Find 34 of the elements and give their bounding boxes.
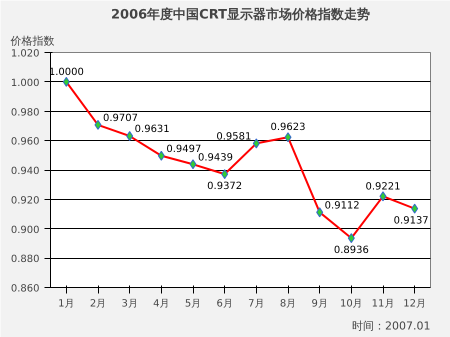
data-label: 0.8936 [334,245,369,256]
data-label: 0.9623 [270,122,306,134]
x-tick-label: 5月 [184,298,202,310]
x-tick-label: 2月 [90,298,106,310]
data-label: 0.9581 [216,131,252,142]
y-axis-title: 价格指数 [10,34,54,48]
data-label: 0.9631 [134,124,170,136]
y-tick-label: 0.980 [10,107,40,118]
y-tick-label: 0.920 [10,195,40,206]
data-label: 0.9137 [394,216,429,227]
data-label: 0.9112 [324,200,360,212]
y-tick-label: 0.900 [10,224,40,236]
text: 时间：2007.01 [352,320,431,332]
x-tick-label: 9月 [311,298,328,310]
data-label: 0.9707 [103,112,138,124]
x-tick-label: 10月 [340,298,363,310]
x-tick-label: 11月 [372,298,394,310]
x-tick-label: 8月 [280,298,296,310]
y-tick-label: 0.960 [10,136,40,148]
x-tick-label: 6月 [216,298,233,310]
x-tick-label: 3月 [121,298,138,310]
y-tick-label: 1.000 [10,78,40,89]
chart-title: 2006年度中国CRT显示器市场价格指数走势 [110,6,370,22]
x-tick-label: 4月 [153,298,170,310]
x-tick-label: 7月 [248,298,265,310]
data-label: 0.9439 [198,152,233,164]
x-tick-label: 12月 [403,298,426,310]
y-tick-label: 0.860 [10,284,40,294]
y-tick-label: 1.020 [10,48,40,60]
x-tick-label: 1月 [58,298,75,310]
data-label: 0.9372 [207,181,242,192]
y-tick-label: 0.940 [10,166,40,177]
y-tick-label: 0.880 [10,254,40,266]
data-label: 0.9221 [366,181,401,192]
